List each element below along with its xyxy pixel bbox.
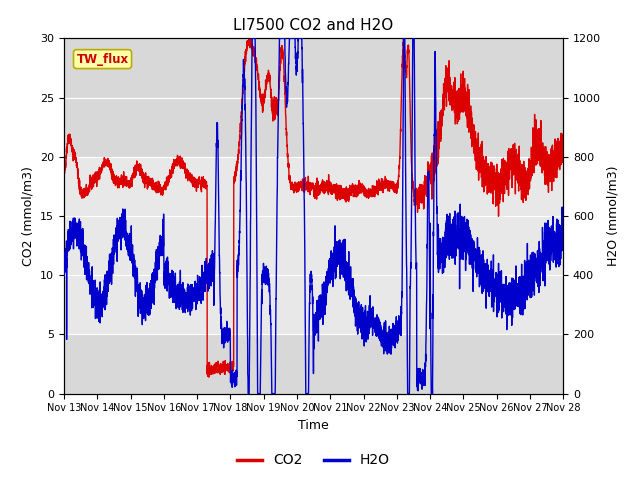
X-axis label: Time: Time (298, 419, 329, 432)
Legend: CO2, H2O: CO2, H2O (232, 448, 396, 473)
Y-axis label: H2O (mmol/m3): H2O (mmol/m3) (607, 166, 620, 266)
Text: TW_flux: TW_flux (77, 53, 129, 66)
Y-axis label: CO2 (mmol/m3): CO2 (mmol/m3) (22, 166, 35, 266)
Bar (64, 157, 563, 335)
Title: LI7500 CO2 and H2O: LI7500 CO2 and H2O (234, 18, 394, 33)
